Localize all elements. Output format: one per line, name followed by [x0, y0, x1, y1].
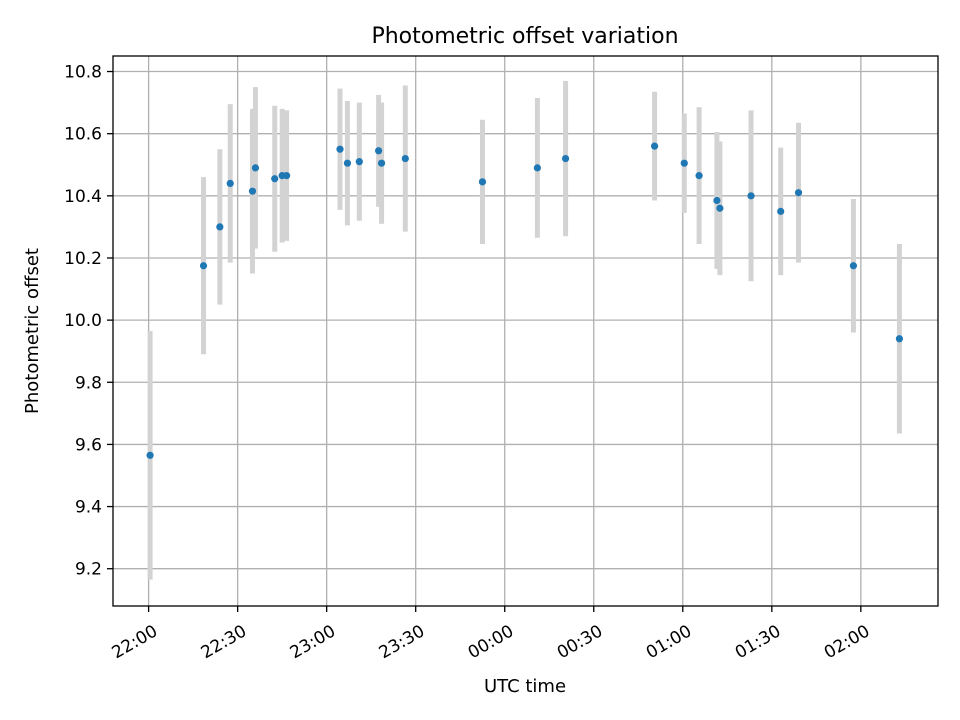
y-tick-label: 9.6 — [75, 435, 102, 455]
data-point — [251, 164, 260, 172]
y-tick-label: 10.4 — [64, 187, 102, 207]
x-tick-label: 22:30 — [198, 621, 250, 663]
data-point — [561, 154, 570, 163]
data-point — [216, 223, 224, 231]
y-tick-label: 10.0 — [64, 311, 102, 331]
y-tick-label: 10.2 — [64, 249, 102, 269]
data-point — [716, 204, 724, 212]
data-point — [199, 262, 208, 270]
data-point — [713, 196, 721, 205]
data-point — [336, 145, 344, 153]
data-point — [849, 262, 858, 270]
data-point — [895, 335, 904, 343]
y-tick-label: 10.6 — [64, 125, 102, 145]
data-point — [650, 142, 659, 150]
y-tick-label: 9.8 — [75, 373, 102, 393]
data-point — [355, 158, 363, 166]
data-point — [680, 159, 688, 167]
data-point — [283, 172, 291, 180]
x-tick-label: 22:00 — [109, 621, 161, 663]
grid — [113, 56, 938, 606]
x-tick-label: 00:00 — [465, 621, 517, 663]
data-point — [695, 172, 703, 180]
data-point — [401, 154, 409, 163]
data-point — [226, 179, 234, 188]
data-point — [533, 164, 541, 172]
y-axis-label: Photometric offset — [22, 248, 43, 414]
x-tick-label: 23:30 — [376, 621, 428, 663]
y-axis-ticks: 9.2 9.4 9.6 9.8 10.0 10.2 10.4 10.6 10.8 — [64, 63, 113, 580]
data-point — [747, 192, 755, 200]
y-tick-label: 9.2 — [75, 560, 102, 580]
data-point — [794, 189, 803, 197]
x-tick-label: 23:00 — [287, 621, 339, 663]
x-tick-label: 01:00 — [643, 621, 695, 663]
data-points — [146, 142, 904, 459]
x-tick-label: 01:30 — [732, 621, 784, 663]
plot-frame — [112, 55, 939, 607]
x-axis-ticks: 22:00 22:30 23:00 23:30 00:00 00:30 01:00 01:30… — [109, 606, 873, 663]
x-axis-label: UTC time — [484, 676, 566, 697]
y-tick-label: 9.4 — [75, 498, 102, 518]
x-tick-label: 02:00 — [821, 621, 873, 663]
data-point — [343, 159, 352, 167]
data-point — [271, 175, 279, 183]
error-bars — [147, 80, 902, 580]
data-point — [478, 178, 487, 186]
data-point — [375, 147, 383, 155]
data-point — [248, 187, 257, 195]
y-tick-label: 10.8 — [64, 63, 102, 83]
chart-title: Photometric offset variation — [371, 24, 678, 49]
data-point — [146, 451, 154, 459]
data-point — [777, 207, 785, 215]
x-tick-label: 00:30 — [554, 621, 606, 663]
data-point — [377, 159, 386, 167]
